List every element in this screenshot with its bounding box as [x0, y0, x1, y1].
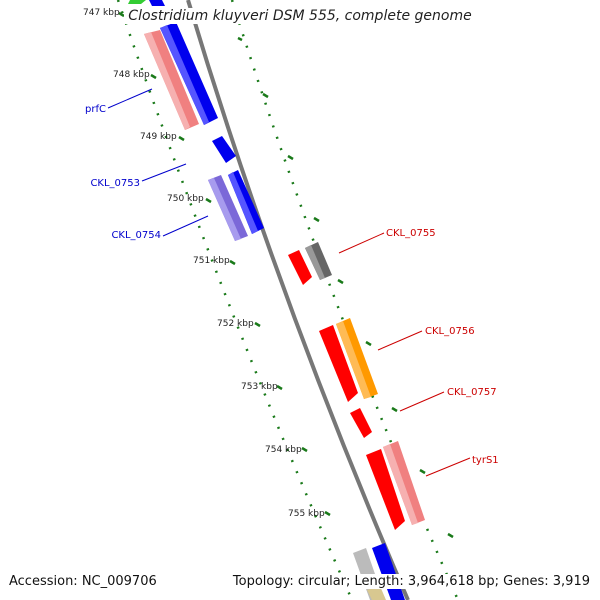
map-title: Clostridium kluyveri DSM 555, complete g…	[0, 8, 600, 24]
tick-label-753: 753 kbp	[241, 382, 278, 392]
tick-label-749: 749 kbp	[140, 132, 177, 142]
map-title-text: Clostridium kluyveri DSM 555, complete g…	[124, 8, 476, 24]
gene-green-top	[128, 0, 146, 4]
gene-ckl0757	[350, 408, 372, 438]
label-ckl0754: CKL_0754	[111, 230, 161, 241]
gene-prfC-highlight	[144, 32, 190, 130]
tick-label-755: 755 kbp	[288, 509, 325, 519]
label-tyrS1: tyrS1	[472, 455, 499, 466]
gene-ckl0755-gray-highlight	[305, 245, 325, 280]
gene-ckl0756-red	[319, 325, 358, 402]
gene-ckl0754-highlight	[208, 178, 241, 241]
tick-label-747: 747 kbp	[83, 8, 120, 18]
leader-ckl0757	[399, 391, 445, 412]
genome-summary-text: Topology: circular; Length: 3,964,618 bp…	[232, 574, 590, 589]
gene-blue-long-highlight	[160, 25, 209, 125]
label-ckl0757: CKL_0757	[447, 387, 497, 398]
label-ckl0755: CKL_0755	[386, 228, 436, 239]
gene-blue-mid-highlight	[228, 172, 258, 234]
gene-ckl0755-red	[288, 250, 312, 285]
genome-backbone	[186, 0, 410, 600]
tick-labels: 747 kbp 748 kbp 749 kbp 750 kbp 751 kbp …	[83, 8, 325, 519]
label-leaders	[107, 88, 471, 477]
leader-ckl0753	[141, 163, 187, 182]
leader-ckl0754	[162, 215, 209, 237]
tick-label-751: 751 kbp	[193, 256, 230, 266]
tick-label-748: 748 kbp	[113, 70, 150, 80]
label-ckl0753: CKL_0753	[90, 178, 140, 189]
accession-text: Accession: NC_009706	[9, 574, 157, 589]
tick-label-752: 752 kbp	[217, 319, 254, 329]
gene-ckl0753	[212, 136, 236, 163]
tick-label-750: 750 kbp	[167, 194, 204, 204]
gene-blue-top-small	[149, 0, 165, 6]
gene-tan-bottom	[367, 586, 386, 600]
label-ckl0756: CKL_0756	[425, 326, 475, 337]
leader-ckl0756	[377, 330, 423, 351]
tick-label-754: 754 kbp	[265, 445, 302, 455]
gene-labels: prfC CKL_0753 CKL_0754 CKL_0755 CKL_0756…	[85, 104, 499, 466]
genes	[128, 0, 425, 600]
leader-tyrS1	[425, 457, 471, 477]
inner-dotted-ring	[116, 0, 354, 600]
leader-ckl0755	[338, 232, 385, 254]
gene-tyrS1-pink-highlight	[383, 444, 418, 525]
gene-tyrS1-red	[366, 449, 405, 530]
gene-ckl0756-orange-highlight	[336, 321, 371, 399]
long-ticks	[118, 11, 454, 539]
leader-prfC	[107, 88, 153, 109]
label-prfC: prfC	[85, 104, 106, 115]
